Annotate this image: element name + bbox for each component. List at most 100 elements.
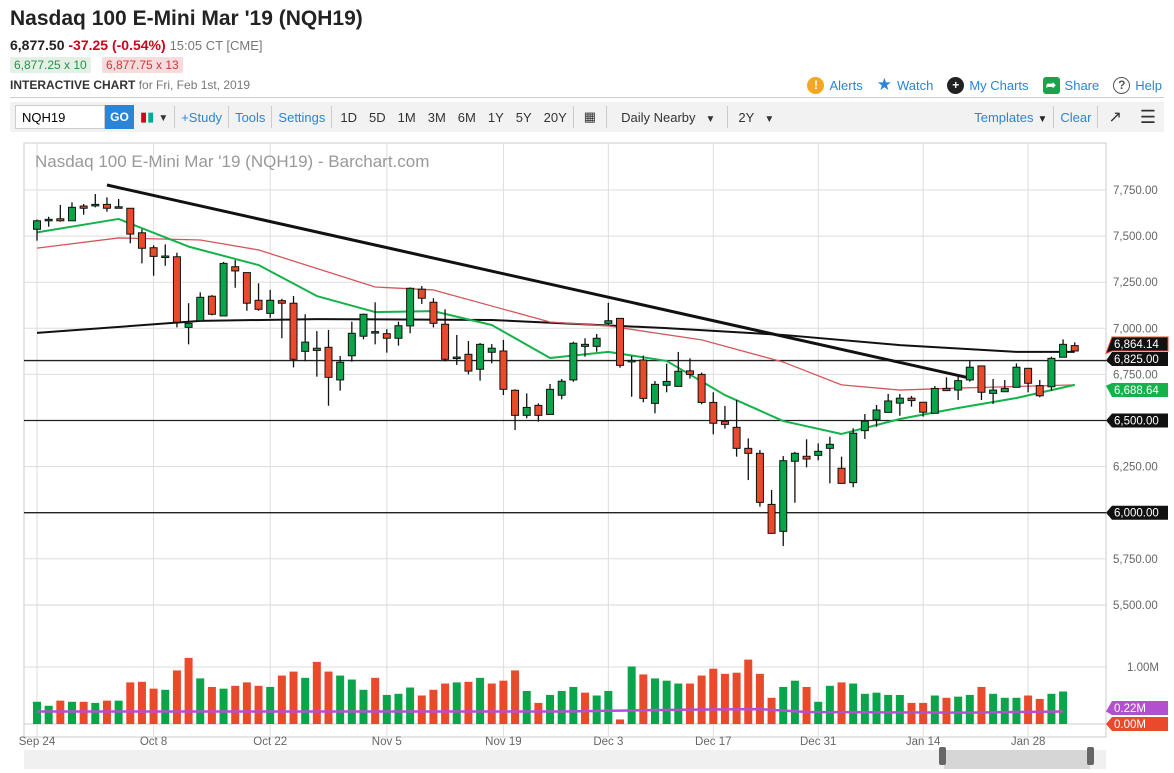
candle-body <box>837 467 846 484</box>
volume-bar <box>207 686 216 724</box>
volume-bar <box>989 693 998 724</box>
settings-button[interactable]: Settings <box>278 109 326 125</box>
volume-bar <box>685 683 694 724</box>
period-6m[interactable]: 6M <box>457 109 476 125</box>
chevron-down-icon: ▼ <box>158 113 169 124</box>
templates-dropdown[interactable]: Templates ▼ <box>968 110 1053 125</box>
volume-bar <box>546 694 555 724</box>
chart-label: INTERACTIVE CHART <box>10 78 136 92</box>
candle-body <box>417 288 426 299</box>
volume-bar <box>1024 695 1033 724</box>
volume-bar <box>487 683 496 724</box>
candle-body <box>720 420 729 425</box>
candle-body <box>907 397 916 402</box>
chevron-down-icon: ▼ <box>705 113 716 125</box>
volume-bar <box>732 672 741 724</box>
period-1y[interactable]: 1Y <box>487 109 504 125</box>
volume-bar <box>650 678 659 724</box>
watch-link[interactable]: ★ Watch <box>877 75 934 95</box>
candles <box>33 194 1079 547</box>
last-price-label: 6,864.14 <box>1114 339 1159 351</box>
volume-bar <box>196 678 205 724</box>
candle-body <box>616 317 624 366</box>
period-5y[interactable]: 5Y <box>515 109 532 125</box>
volume-bar <box>627 666 636 724</box>
chevron-down-icon: ▼ <box>764 113 775 125</box>
volume-bar <box>674 683 683 724</box>
volume-bar <box>33 701 41 724</box>
tools-button[interactable]: Tools <box>235 109 266 125</box>
candle-body <box>301 341 310 352</box>
y-tick-label: 6,250.00 <box>1113 462 1158 474</box>
study-button[interactable]: +Study <box>181 109 223 125</box>
volume-bar <box>394 693 403 724</box>
time-scrollbar[interactable] <box>24 750 1106 769</box>
menu-icon[interactable]: ☰ <box>1139 106 1156 127</box>
period-3m[interactable]: 3M <box>427 109 446 125</box>
candle-body <box>674 370 683 387</box>
chart-type-dropdown[interactable]: ▮▮ ▼ <box>134 109 174 125</box>
x-tick-label: Jan 28 <box>1011 736 1046 748</box>
calendar-icon[interactable]: ▦ <box>583 109 597 124</box>
candle-body <box>277 300 286 304</box>
go-button[interactable]: GO <box>105 105 134 129</box>
ma-short-badge <box>1106 383 1168 397</box>
volume-bar <box>977 686 986 724</box>
volume-bar <box>569 686 578 724</box>
help-link[interactable]: ? Help <box>1113 76 1162 94</box>
volume-bar <box>825 685 834 724</box>
scrollbar-left-handle[interactable] <box>939 747 946 765</box>
templates-label: Templates <box>974 109 1034 125</box>
candle-body <box>884 400 893 413</box>
candle-body <box>231 266 240 272</box>
share-link[interactable]: ➦ Share <box>1042 76 1099 94</box>
candle-body <box>56 218 65 222</box>
candle-body <box>942 387 951 392</box>
volume-bar <box>849 683 858 724</box>
separator <box>572 106 574 128</box>
candle-body <box>639 359 648 399</box>
period-5d[interactable]: 5D <box>369 109 386 125</box>
candle-body <box>406 287 415 327</box>
period-20y[interactable]: 20Y <box>543 109 567 125</box>
clear-button[interactable]: Clear <box>1060 109 1092 125</box>
candlestick-icon: ▮ <box>140 109 148 124</box>
period-1m[interactable]: 1M <box>397 109 416 125</box>
volume-bar <box>895 694 904 724</box>
volume-bar <box>79 701 88 724</box>
candle-body <box>1070 345 1079 352</box>
scrollbar-right-handle[interactable] <box>1087 747 1094 765</box>
candle-body <box>627 359 636 363</box>
period-1d[interactable]: 1D <box>340 109 358 125</box>
volume-bar <box>802 686 811 724</box>
volume-bar <box>744 659 753 724</box>
expand-icon[interactable]: ↗ <box>1108 109 1122 126</box>
candle-body <box>1024 367 1033 384</box>
range-dropdown[interactable]: 2Y ▼ <box>728 110 780 125</box>
separator <box>174 106 176 128</box>
interval-dropdown[interactable]: Daily Nearby ▼ <box>607 110 721 125</box>
volume-bar <box>884 694 893 724</box>
candle-body <box>499 350 508 390</box>
candle-body <box>872 409 881 420</box>
bid-quote: 6,877.25 x 10 <box>10 57 91 73</box>
y-tick-label: 7,500.00 <box>1113 231 1158 243</box>
ma-short-line <box>36 217 1075 435</box>
alerts-link[interactable]: ! Alerts <box>807 76 863 94</box>
volume-bar <box>67 701 76 724</box>
y-tick-label: 5,500.00 <box>1113 600 1158 612</box>
indicator-lines <box>24 183 1106 514</box>
volume-bar <box>755 673 764 724</box>
symbol-input[interactable] <box>15 105 105 129</box>
candle-body <box>581 343 590 347</box>
volume-bar <box>616 719 624 724</box>
my-charts-link[interactable]: + My Charts <box>947 76 1029 94</box>
volume-bar <box>137 681 146 724</box>
ma-short-label: 6,688.64 <box>1114 385 1159 397</box>
scrollbar-thumb[interactable] <box>944 750 1090 769</box>
candle-body <box>137 232 146 249</box>
candle-body <box>476 343 485 370</box>
volume-ma-label: 0.22M <box>1114 703 1146 715</box>
candle-body <box>33 220 41 230</box>
